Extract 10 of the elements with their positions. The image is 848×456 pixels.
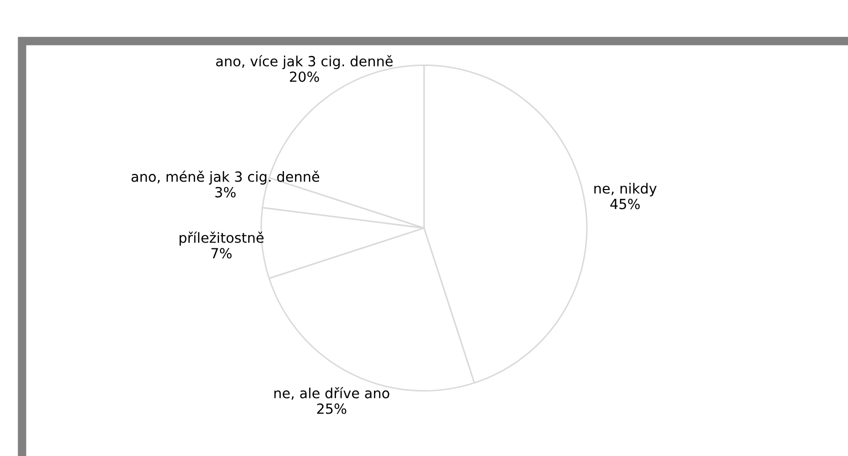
slice-label: ano, méně jak 3 cig. denně <box>132 170 320 185</box>
data-label: 25% <box>317 403 346 414</box>
data-label: 7% <box>211 248 232 258</box>
slice-label: ano, více jak 3 cig. denně <box>216 55 393 70</box>
slice-label: příležitostně <box>180 232 264 246</box>
data-label: 3% <box>215 186 236 198</box>
slice-label: ne, nikdy <box>594 182 657 196</box>
slice-label: ne, ale dříve ano <box>274 387 390 400</box>
data-label: 20% <box>290 71 320 82</box>
data-label: 45% <box>610 198 640 210</box>
